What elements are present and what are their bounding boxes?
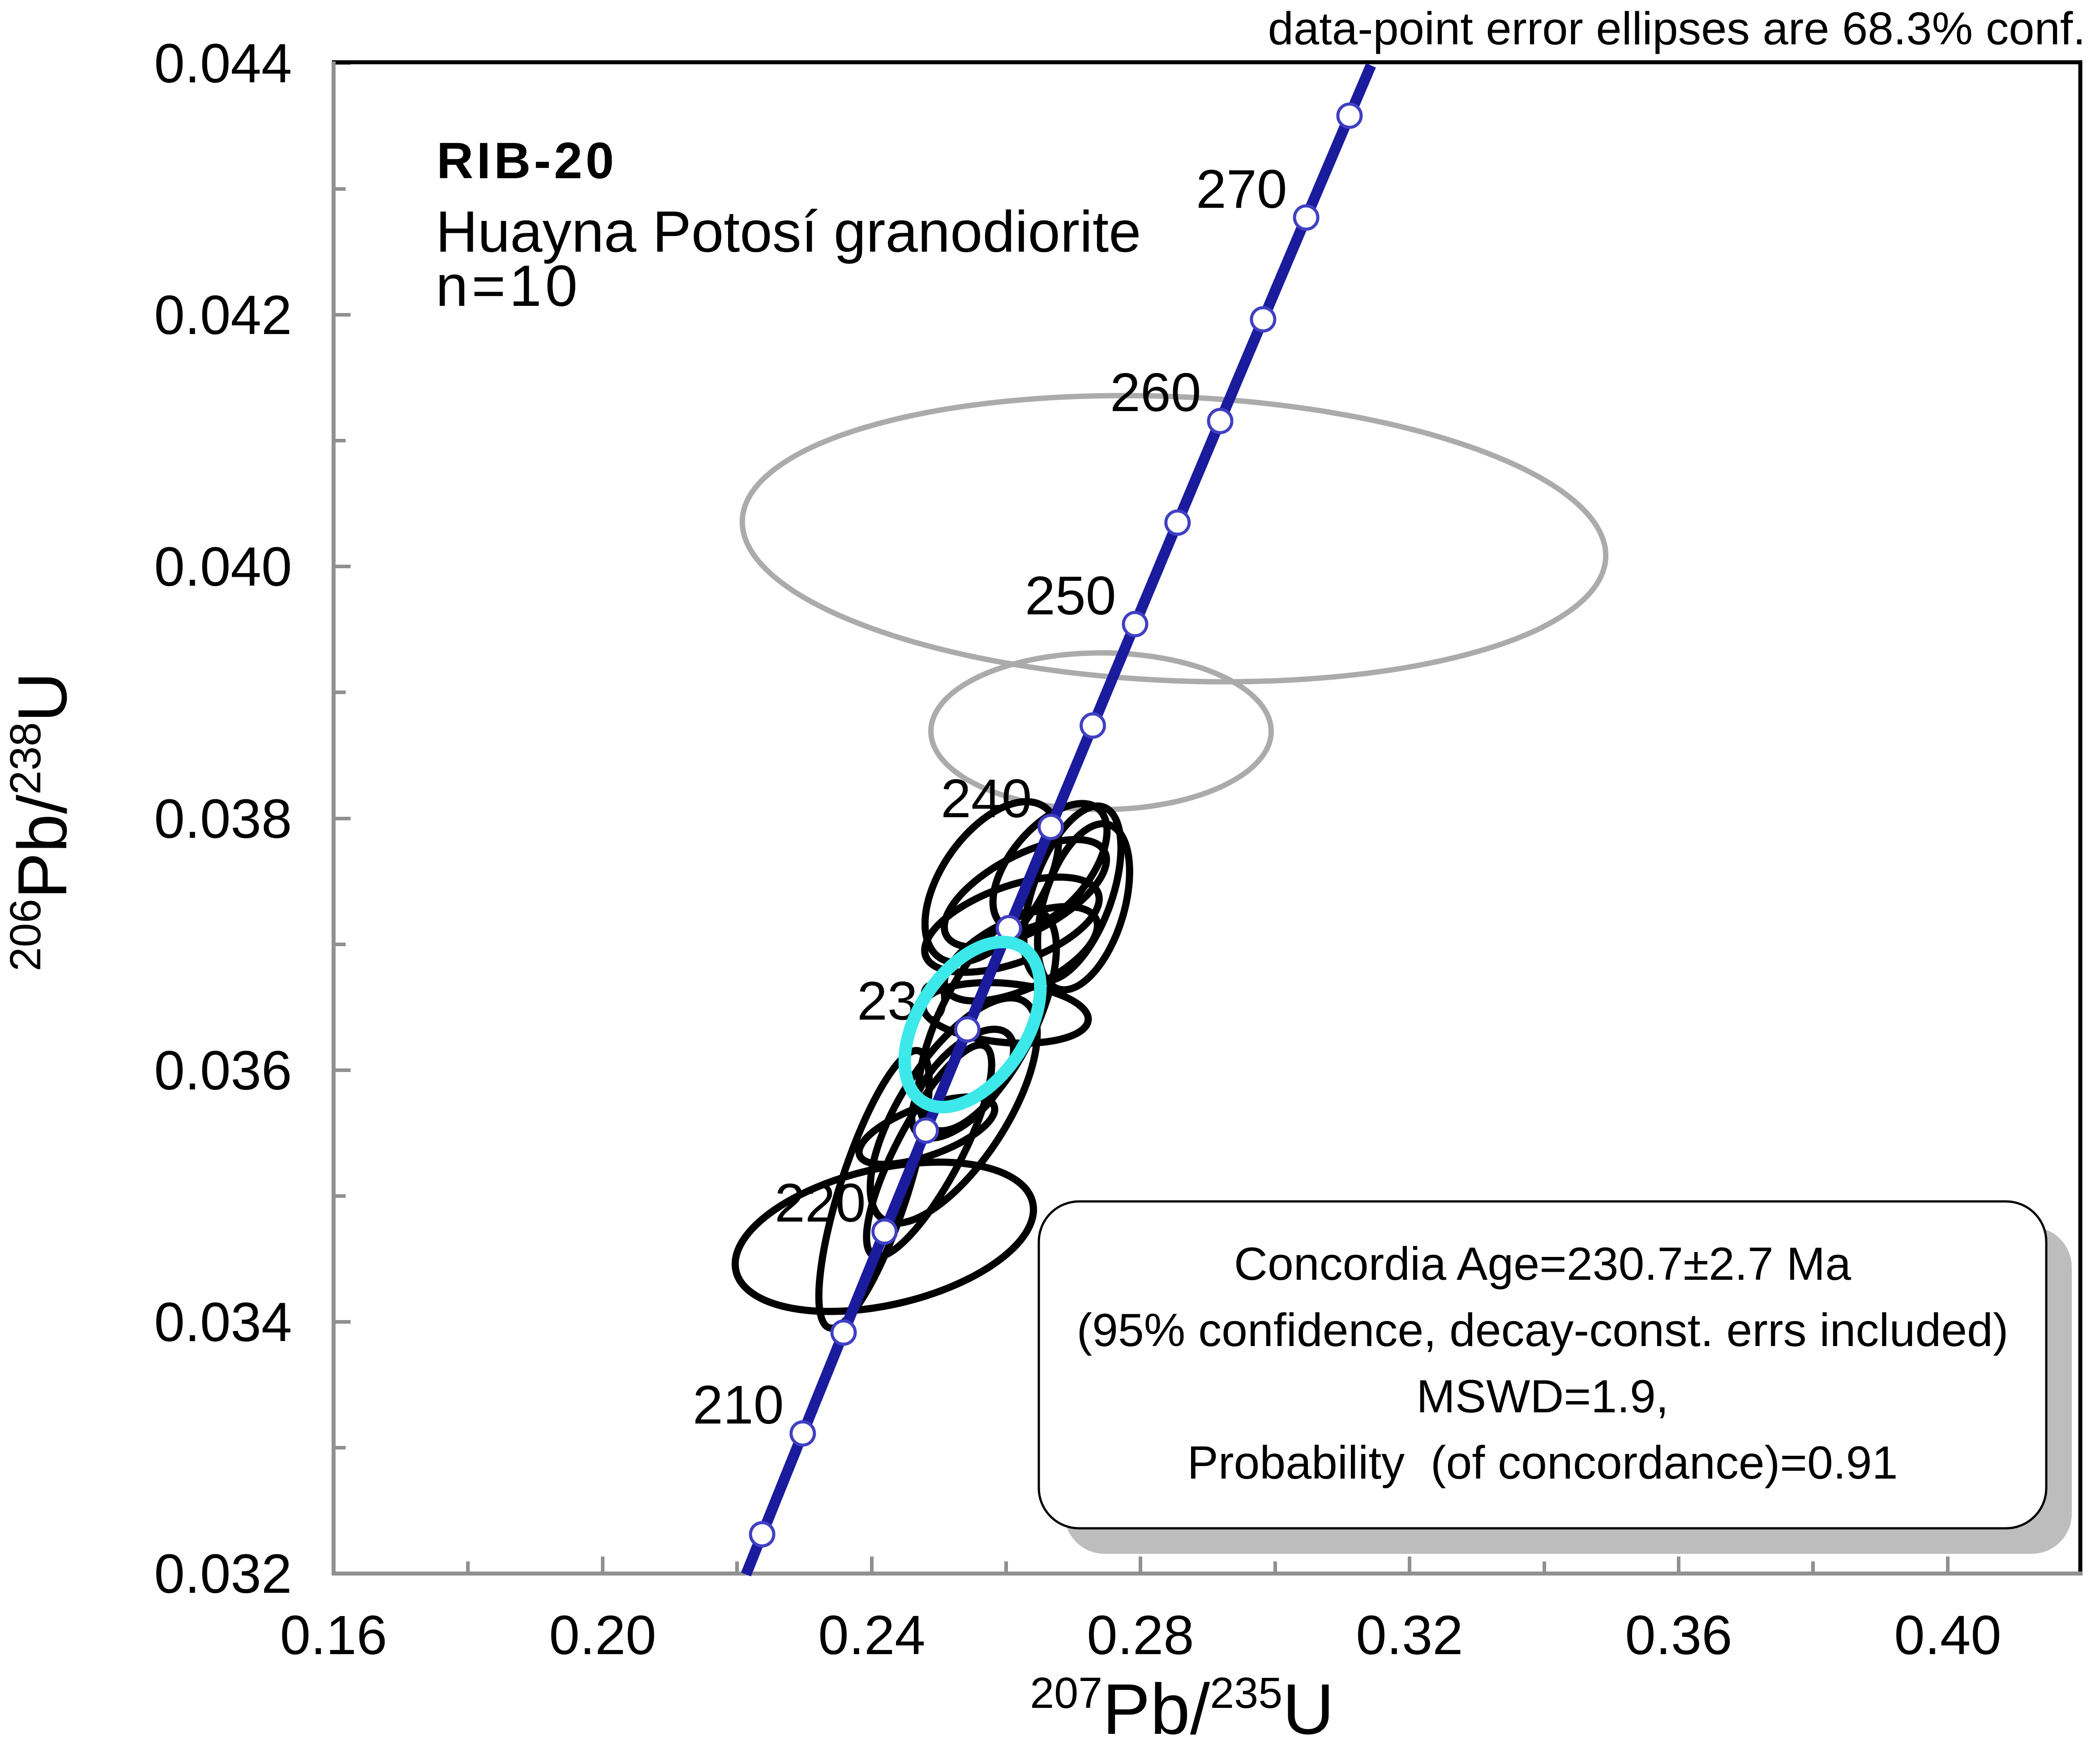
svg-text:0.038: 0.038 bbox=[154, 789, 292, 850]
svg-text:270: 270 bbox=[1196, 159, 1287, 219]
svg-text:0.034: 0.034 bbox=[154, 1292, 292, 1353]
svg-text:207Pb/235U: 207Pb/235U bbox=[1030, 1668, 1334, 1741]
svg-text:Probability (of concordance)=: Probability (of concordance)=0.91 bbox=[1187, 1437, 1898, 1489]
svg-text:Huayna Potosí granodiorite: Huayna Potosí granodiorite bbox=[436, 199, 1141, 264]
svg-text:0.040: 0.040 bbox=[154, 536, 292, 598]
svg-text:data-point error ellipses are: data-point error ellipses are 68.3% conf… bbox=[1268, 3, 2086, 54]
svg-text:0.044: 0.044 bbox=[154, 33, 292, 94]
svg-text:n=10: n=10 bbox=[436, 253, 581, 318]
svg-text:0.20: 0.20 bbox=[549, 1605, 656, 1666]
svg-text:0.24: 0.24 bbox=[818, 1605, 925, 1666]
svg-text:0.40: 0.40 bbox=[1894, 1605, 2001, 1666]
svg-text:0.042: 0.042 bbox=[154, 285, 292, 346]
svg-text:206Pb/238U: 206Pb/238U bbox=[1, 672, 81, 971]
svg-text:0.036: 0.036 bbox=[154, 1040, 292, 1102]
svg-text:0.28: 0.28 bbox=[1087, 1605, 1194, 1666]
svg-text:210: 210 bbox=[693, 1374, 784, 1435]
svg-text:(95% confidence, decay-const.: (95% confidence, decay-const. errs inclu… bbox=[1076, 1304, 2008, 1356]
svg-text:260: 260 bbox=[1110, 362, 1201, 423]
svg-text:0.032: 0.032 bbox=[154, 1544, 292, 1605]
svg-text:MSWD=1.9,: MSWD=1.9, bbox=[1416, 1371, 1668, 1423]
svg-text:0.32: 0.32 bbox=[1356, 1605, 1463, 1666]
svg-text:RIB-20: RIB-20 bbox=[437, 133, 617, 189]
svg-text:250: 250 bbox=[1025, 565, 1116, 626]
svg-text:0.36: 0.36 bbox=[1625, 1605, 1732, 1666]
svg-text:Concordia Age=230.7±2.7 Ma: Concordia Age=230.7±2.7 Ma bbox=[1234, 1238, 1851, 1290]
svg-text:0.16: 0.16 bbox=[280, 1605, 387, 1666]
